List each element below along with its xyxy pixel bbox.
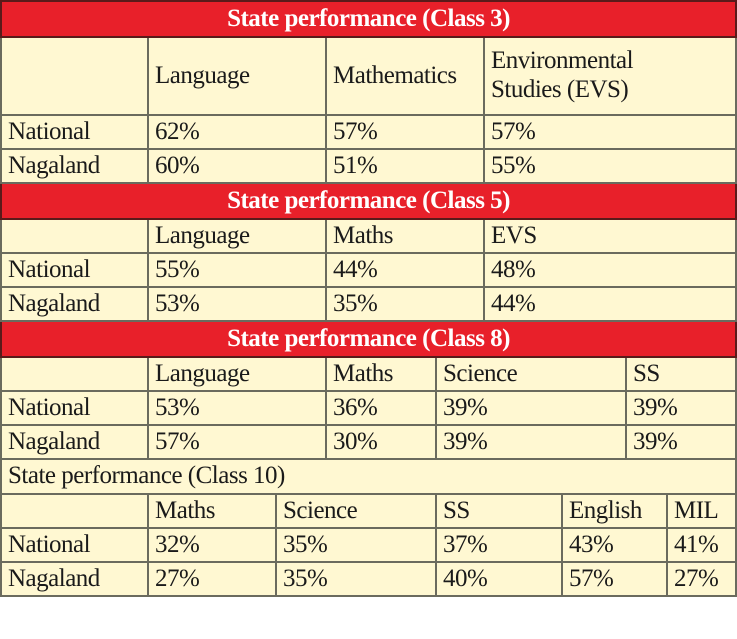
- row-label-nagaland: Nagaland: [0, 148, 149, 184]
- value-cell: 36%: [325, 390, 437, 426]
- col-header-maths: Maths: [325, 218, 485, 254]
- row-label-national: National: [0, 114, 149, 150]
- col-header-mathematics: Mathematics: [325, 36, 485, 116]
- corner-cell: [0, 356, 149, 392]
- table-row: Nagaland 27% 35% 40% 57% 27%: [0, 561, 737, 597]
- section-title-class-3: State performance (Class 3): [0, 0, 737, 38]
- table-row: National 62% 57% 57%: [0, 114, 737, 150]
- corner-cell: [0, 36, 149, 116]
- col-header-mil: MIL: [665, 493, 737, 529]
- corner-cell: [0, 493, 149, 529]
- value-cell: 57%: [561, 561, 668, 597]
- value-cell: 39%: [435, 424, 627, 460]
- col-header-evs: EVS: [482, 218, 737, 254]
- value-cell: 27%: [665, 561, 737, 597]
- value-cell: 55%: [482, 148, 737, 184]
- col-header-ss: SS: [435, 493, 563, 529]
- value-cell: 39%: [624, 390, 737, 426]
- value-cell: 62%: [147, 114, 327, 150]
- col-header-language: Language: [147, 356, 327, 392]
- section-title-class-10: State performance (Class 10): [0, 458, 737, 495]
- value-cell: 35%: [275, 561, 437, 597]
- value-cell: 51%: [325, 148, 485, 184]
- col-header-language: Language: [147, 36, 327, 116]
- row-label-national: National: [0, 390, 149, 426]
- state-performance-table: State performance (Class 3) Language Mat…: [0, 0, 737, 597]
- col-header-language: Language: [147, 218, 327, 254]
- table-row: National 32% 35% 37% 43% 41%: [0, 527, 737, 563]
- section-title-class-5: State performance (Class 5): [0, 182, 737, 220]
- value-cell: 39%: [624, 424, 737, 460]
- value-cell: 32%: [147, 527, 277, 563]
- value-cell: 44%: [482, 286, 737, 322]
- value-cell: 44%: [325, 252, 485, 288]
- col-header-maths: Maths: [147, 493, 277, 529]
- performance-grid: State performance (Class 3) Language Mat…: [0, 0, 737, 597]
- value-cell: 43%: [561, 527, 668, 563]
- row-label-nagaland: Nagaland: [0, 561, 149, 597]
- value-cell: 57%: [147, 424, 327, 460]
- value-cell: 27%: [147, 561, 277, 597]
- table-row: National 55% 44% 48%: [0, 252, 737, 288]
- value-cell: 35%: [275, 527, 437, 563]
- col-header-ss: SS: [624, 356, 737, 392]
- corner-cell: [0, 218, 149, 254]
- table-row: Nagaland 53% 35% 44%: [0, 286, 737, 322]
- col-header-maths: Maths: [325, 356, 437, 392]
- value-cell: 53%: [147, 390, 327, 426]
- value-cell: 39%: [435, 390, 627, 426]
- value-cell: 60%: [147, 148, 327, 184]
- value-cell: 37%: [435, 527, 563, 563]
- value-cell: 57%: [482, 114, 737, 150]
- table-row: National 53% 36% 39% 39%: [0, 390, 737, 426]
- row-label-national: National: [0, 527, 149, 563]
- col-header-evs-line1: Environmental: [491, 47, 634, 75]
- value-cell: 35%: [325, 286, 485, 322]
- value-cell: 48%: [482, 252, 737, 288]
- table-row: Nagaland 60% 51% 55%: [0, 148, 737, 184]
- value-cell: 41%: [665, 527, 737, 563]
- col-header-evs-line2: Studies (EVS): [491, 76, 629, 103]
- row-label-nagaland: Nagaland: [0, 424, 149, 460]
- value-cell: 55%: [147, 252, 327, 288]
- row-label-national: National: [0, 252, 149, 288]
- col-header-evs: Environmental Studies (EVS): [482, 36, 737, 116]
- table-row: Nagaland 57% 30% 39% 39%: [0, 424, 737, 460]
- col-header-science: Science: [275, 493, 437, 529]
- value-cell: 40%: [435, 561, 563, 597]
- row-label-nagaland: Nagaland: [0, 286, 149, 322]
- value-cell: 30%: [325, 424, 437, 460]
- col-header-science: Science: [435, 356, 627, 392]
- col-header-english: English: [561, 493, 668, 529]
- section-title-class-8: State performance (Class 8): [0, 320, 737, 358]
- value-cell: 53%: [147, 286, 327, 322]
- value-cell: 57%: [325, 114, 485, 150]
